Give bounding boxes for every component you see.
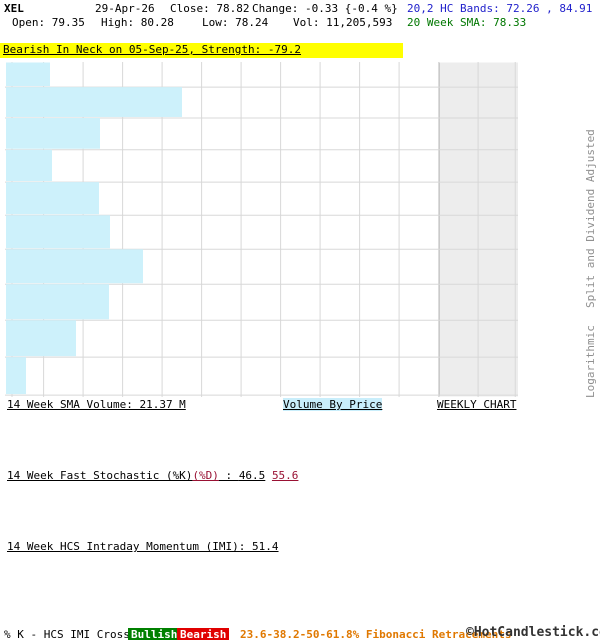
quote-date: 29-Apr-26 — [95, 2, 155, 15]
volume-by-price-band — [6, 149, 52, 182]
ticker-symbol: XEL — [4, 2, 24, 15]
hc-bands-value: 20,2 HC Bands: 72.26 , 84.91 — [407, 2, 593, 15]
volume-by-price-band — [6, 62, 50, 87]
volume-value: Vol: 11,205,593 — [293, 16, 393, 29]
close-value: Close: 78.82 — [170, 2, 250, 15]
volume-by-price-band — [6, 182, 99, 215]
pattern-alert-text: Bearish In Neck on 05-Sep-25, Strength: … — [3, 43, 302, 56]
change-value: Change: -0.33 {-0.4 %} — [252, 2, 398, 15]
sma20-value: 20 Week SMA: 78.33 — [407, 16, 527, 29]
low-value: Low: 78.24 — [202, 16, 269, 29]
volume-by-price-band — [6, 357, 26, 395]
volume-by-price-band — [6, 215, 110, 249]
high-value: High: 80.28 — [101, 16, 174, 29]
volume-by-price-band — [6, 117, 100, 149]
pattern-alert-banner[interactable]: Bearish In Neck on 05-Sep-25, Strength: … — [0, 43, 403, 58]
open-value: Open: 79.35 — [12, 16, 85, 29]
volume-by-price-band — [6, 249, 143, 284]
volume-by-price-band — [6, 320, 76, 357]
volume-by-price-band — [6, 284, 109, 320]
volume-by-price-band — [6, 87, 182, 117]
